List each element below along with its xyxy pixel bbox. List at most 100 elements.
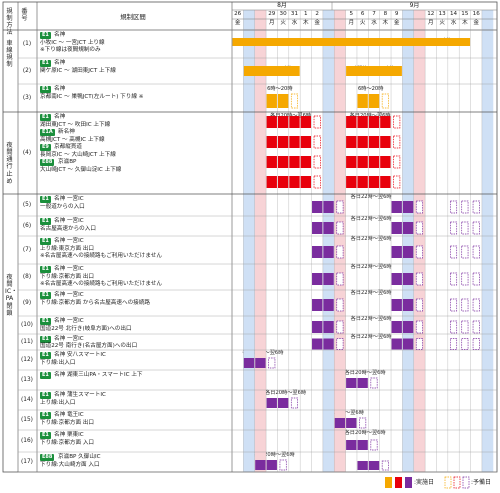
header-month-august: 8月 (277, 2, 287, 9)
reserve-day-mark (313, 115, 321, 129)
schedule-mark (391, 246, 402, 258)
route-badge: E1 (40, 292, 51, 299)
reserve-day-mark (461, 200, 469, 214)
day-weekday: 金 (234, 20, 241, 26)
day-number: 6 (360, 11, 365, 17)
row-number: (6) (22, 223, 32, 229)
weekend-column-sat (322, 10, 335, 472)
route-badge: E1 (40, 196, 51, 203)
schedule-mark (357, 94, 368, 108)
schedule-mark (402, 338, 414, 350)
route-name: 京滋BP (58, 159, 77, 165)
schedule-mark (368, 136, 380, 148)
section-text: 上り線:東京方面 出口 (40, 245, 95, 252)
route-badge: E1 (40, 238, 51, 245)
day-number: 14 (449, 11, 458, 17)
time-annotation: 各日22時～翌6時 (349, 316, 393, 323)
row-number: (5) (22, 202, 32, 208)
section-text: 関ケ原IC ～ 湖田東JCT 上下線 (40, 67, 116, 74)
schedule-mark (402, 201, 414, 213)
schedule-mark (312, 201, 323, 213)
schedule-mark (312, 222, 323, 234)
row-number: (9) (22, 300, 32, 306)
reserve-day-mark (449, 200, 458, 214)
row-number: (3) (22, 95, 32, 101)
schedule-mark (357, 440, 368, 450)
schedule-mark (391, 321, 402, 333)
day-weekday: 月 (348, 20, 355, 26)
route-badge: E1 (40, 412, 51, 419)
reserve-day-mark (472, 338, 480, 350)
schedule-mark (289, 136, 300, 148)
section-text: 高槻JCT ～ 高槻IC 上下線 (40, 136, 105, 143)
row-number: (17) (21, 459, 33, 465)
reserve-day-mark (290, 93, 299, 109)
schedule-mark (300, 136, 312, 148)
route-badge: E1 (40, 352, 51, 359)
day-number: 12 (427, 11, 435, 17)
section-text: 長岡京IC ～ 大山崎JCT 上下線 (40, 151, 116, 158)
legend-done-label: :実施日 (414, 479, 435, 486)
reserve-day-mark (393, 115, 401, 129)
section-text: 一般道からの入口 (40, 203, 85, 210)
weekend-column-sat (402, 10, 414, 472)
section-text: 下り線:出入口 (40, 359, 76, 366)
day-weekday: 木 (303, 20, 309, 26)
reserve-day-mark (336, 200, 344, 214)
schedule-mark (368, 461, 380, 470)
section-text: 京都南IC ～ 巣鴨JCT(左ルート) 下り線 ※ (40, 93, 144, 100)
schedule-mark (277, 116, 289, 128)
legend-reserve-orange (444, 476, 452, 489)
day-number: 1 (304, 11, 308, 17)
reserve-day-mark (415, 200, 423, 214)
section-text: ※名古屋高速への接続路もご利用いただけません (40, 253, 162, 259)
schedule-mark (334, 418, 346, 428)
time-annotation: 各日22時～翌6時 (349, 334, 393, 341)
header-section-label: 規制区間 (120, 13, 146, 21)
section-text: 下り線:大山崎方面 入口 (40, 461, 100, 468)
schedule-mark (255, 358, 266, 368)
route-name: 新名神 (58, 129, 75, 135)
schedule-mark (402, 321, 414, 333)
time-annotation: 各日22時～翌6時 (349, 264, 393, 271)
reserve-day-mark (472, 221, 480, 235)
schedule-mark (323, 246, 334, 258)
weekend-column-sat (481, 10, 494, 472)
row-number: (16) (21, 438, 33, 444)
reserve-day-mark (381, 460, 389, 471)
schedule-mark (312, 299, 323, 311)
schedule-mark (346, 136, 357, 148)
schedule-mark (312, 338, 323, 350)
route-badge: E88 (40, 454, 55, 461)
day-number: 26 (234, 11, 242, 17)
schedule-mark (402, 222, 414, 234)
schedule-mark (255, 460, 266, 470)
schedule-mark (402, 246, 414, 258)
route-name: 名神 一宮IC (54, 238, 84, 244)
schedule-mark (289, 116, 300, 128)
schedule-mark (266, 116, 277, 128)
schedule-mark (391, 201, 402, 213)
row-number: (14) (21, 397, 33, 403)
row-number: (15) (21, 417, 33, 423)
reserve-day-mark (313, 135, 321, 149)
section-text: 下り線:京都方面 出口 (40, 273, 95, 280)
route-name: 名神 (54, 114, 66, 120)
schedule-mark (243, 66, 300, 76)
schedule-mark (266, 176, 277, 188)
route-name: 名神 安八スマートIC (54, 352, 106, 358)
day-number: 13 (438, 11, 446, 17)
schedule-mark (323, 299, 334, 311)
reserve-day-mark (472, 298, 480, 312)
schedule-mark (357, 116, 368, 128)
schedule-mark (266, 460, 277, 470)
schedule-mark (346, 176, 357, 188)
schedule-mark (300, 116, 312, 128)
schedule-mark (266, 94, 277, 108)
reserve-day-mark (359, 417, 367, 429)
route-name: 名神 一宮IC (54, 318, 84, 324)
reserve-day-mark (472, 320, 480, 334)
legend-reserve-label: :予備日 (471, 479, 492, 486)
reserve-day-mark (449, 272, 458, 286)
